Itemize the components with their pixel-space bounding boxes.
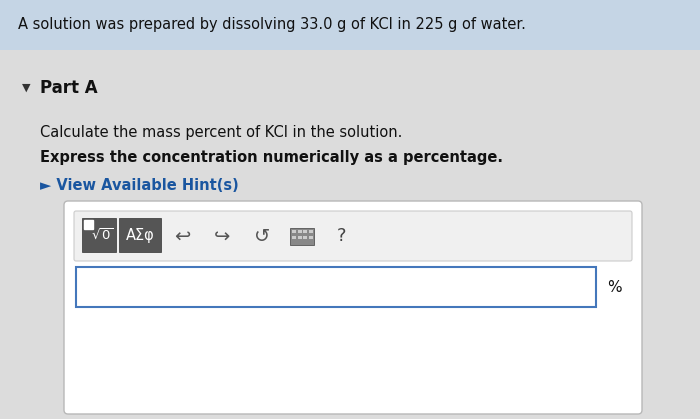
Text: ?: ? bbox=[337, 227, 346, 245]
Text: %: % bbox=[607, 279, 622, 295]
Text: Calculate the mass percent of KCl in the solution.: Calculate the mass percent of KCl in the… bbox=[40, 124, 402, 140]
Bar bbox=[303, 230, 307, 233]
Text: ΑΣφ: ΑΣφ bbox=[125, 228, 155, 243]
Bar bbox=[298, 230, 302, 233]
FancyBboxPatch shape bbox=[74, 211, 632, 261]
Bar bbox=[82, 218, 116, 252]
Text: Part A: Part A bbox=[40, 79, 97, 97]
Text: A solution was prepared by dissolving 33.0 g of KCl in 225 g of water.: A solution was prepared by dissolving 33… bbox=[18, 18, 526, 33]
Text: ▼: ▼ bbox=[22, 83, 31, 93]
Bar bbox=[84, 220, 93, 229]
Bar bbox=[292, 235, 296, 239]
Text: ↪: ↪ bbox=[214, 227, 230, 246]
Bar bbox=[309, 235, 312, 239]
Bar bbox=[290, 228, 314, 245]
Bar bbox=[292, 230, 296, 233]
Bar bbox=[298, 235, 302, 239]
Text: $\sqrt{0}$: $\sqrt{0}$ bbox=[91, 228, 113, 243]
Bar bbox=[0, 0, 700, 50]
FancyBboxPatch shape bbox=[64, 201, 642, 414]
Text: ► View Available Hint(s): ► View Available Hint(s) bbox=[40, 178, 239, 192]
Bar bbox=[309, 230, 312, 233]
Bar bbox=[76, 267, 596, 307]
Text: ↺: ↺ bbox=[254, 227, 270, 246]
Text: Express the concentration numerically as a percentage.: Express the concentration numerically as… bbox=[40, 150, 503, 165]
Bar bbox=[119, 218, 161, 252]
Text: ↩: ↩ bbox=[174, 227, 190, 246]
Bar bbox=[303, 235, 307, 239]
